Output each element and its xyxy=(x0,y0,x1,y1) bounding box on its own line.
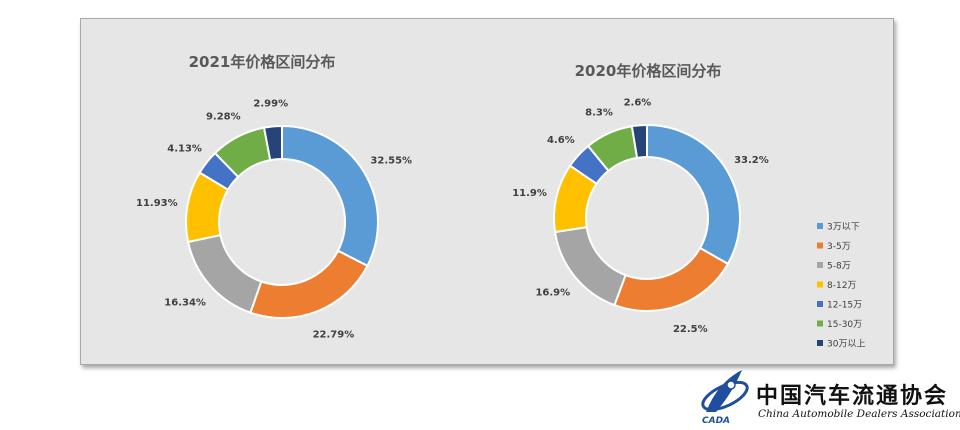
chart-title-2021: 2021年价格区间分布 xyxy=(189,53,336,71)
donut-slice-3万以下 xyxy=(646,123,741,266)
legend-label: 5-8万 xyxy=(827,262,851,272)
legend-swatch xyxy=(817,301,823,307)
legend-label: 30万以上 xyxy=(827,339,865,350)
donut-slice-30万以上 xyxy=(630,123,648,159)
legend-swatch xyxy=(817,262,823,268)
donut-chart-2020: 33.2% 22.5% 16.9% 11.9% 4.6% 8.3% 2.6% xyxy=(512,97,769,335)
legend-label: 3万以下 xyxy=(827,223,860,233)
data-label: 22.79% xyxy=(313,329,355,340)
data-label: 16.34% xyxy=(164,297,206,308)
legend-label: 3-5万 xyxy=(827,242,851,252)
data-label: 9.28% xyxy=(206,112,241,123)
chart-title-2020: 2020年价格区间分布 xyxy=(575,62,722,80)
legend-swatch xyxy=(817,281,823,288)
data-label: 16.9% xyxy=(535,288,570,299)
data-label: 4.13% xyxy=(167,143,202,154)
legend-swatch xyxy=(817,223,823,229)
legend-label: 15-30万 xyxy=(827,320,862,330)
cada-logo-text: CADA xyxy=(702,416,730,426)
legend-label: 8-12万 xyxy=(827,281,856,291)
org-name-en: China Automobile Dealers Association xyxy=(758,408,960,420)
data-label: 32.55% xyxy=(370,155,412,166)
data-label: 2.99% xyxy=(253,99,288,110)
legend: 3万以下 3-5万 5-8万 8-12万 12-15万 15-30万 30万以上 xyxy=(817,223,865,350)
data-label: 33.2% xyxy=(734,155,769,166)
data-label: 11.9% xyxy=(512,188,547,199)
donut-chart-2021: 32.55% 22.79% 16.34% 11.93% 4.13% 9.28% 2.99% xyxy=(136,99,412,341)
data-label: 2.6% xyxy=(624,97,652,108)
legend-label: 12-15万 xyxy=(827,301,862,311)
data-label: 8.3% xyxy=(585,107,613,118)
donut-slice-3-5万 xyxy=(613,246,730,312)
org-name-cn: 中国汽车流通协会 xyxy=(756,383,949,409)
donut-slice-3万以下 xyxy=(281,124,379,268)
data-label: 4.6% xyxy=(547,135,575,146)
data-label: 11.93% xyxy=(136,198,178,209)
donut-slice-3-5万 xyxy=(249,249,369,319)
cada-logo-mark: CADA xyxy=(701,370,749,426)
donut-slice-30万以上 xyxy=(262,124,283,162)
legend-swatch xyxy=(817,340,823,346)
legend-swatch xyxy=(817,320,823,327)
legend-swatch xyxy=(817,242,823,249)
data-label: 22.5% xyxy=(673,324,708,335)
